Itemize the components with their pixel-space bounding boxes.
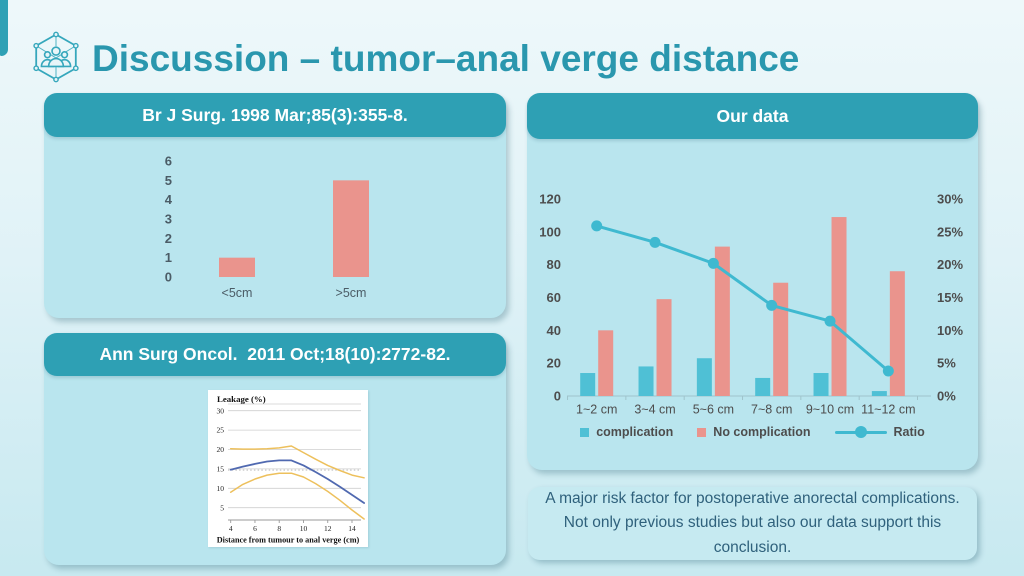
chart-legend: complication No complication Ratio [527,425,978,439]
ratio-point-3~4 cm [649,236,661,248]
chart-text: 5% [937,356,956,371]
chart-text: 6 [165,154,172,169]
ratio-point-9~10 cm [824,315,836,327]
bar-complication-1~2 cm [580,373,596,396]
chart-text: 100 [539,224,561,239]
chart-text: 20 [217,445,225,454]
series-upper-confidence-band [229,445,365,479]
chart-text: 30% [937,192,963,207]
conclusion-line-2: Not only previous studies but also our d… [563,514,942,556]
chart-text: 15% [937,290,963,305]
chart-text: 10 [217,484,225,493]
bar-no-complication-7~8 cm [773,282,789,396]
ratio-point-11~12 cm [882,365,894,377]
page-title: Discussion – tumor–anal verge distance [92,38,800,79]
chart-text: 10% [937,323,963,338]
chart-text: 11~12 cm [861,403,915,417]
chart-text: Distance from tumour to anal verge (cm) [217,536,360,545]
bar-no-complication-3~4 cm [656,299,672,396]
chart-text: 8 [277,524,281,533]
bar-<5cm [219,257,255,277]
bar-complication-9~10 cm [813,373,829,396]
chart-text: 25% [937,224,963,239]
corner-accent-bar [0,0,8,56]
conclusion-line-1: A major risk factor for postoperative an… [545,490,960,508]
no-complication-swatch [697,427,707,437]
chart-text: 3 [165,212,172,227]
chart-text: 120 [539,192,561,207]
chart-text: 4 [229,524,233,533]
ratio-point-5~6 cm [707,257,719,269]
panel-annsurg: Ann Surg Oncol. 2011 Oct;18(10):2772-82.… [44,333,506,565]
ratio-point-7~8 cm [766,299,778,311]
chart-text: <5cm [222,286,253,300]
chart-text: 10 [300,524,308,533]
bar-complication-5~6 cm [696,358,712,396]
panel-ourdata: Our data 0 20 40 60 80 100 120 0% 5% 10% 15% 20% 25%… [527,93,978,470]
chart-text: 1 [165,250,172,265]
chart-text: 0% [937,389,956,404]
chart-text: 20 [547,356,561,371]
bar-no-complication-5~6 cm [714,246,730,396]
chart-text: 7~8 cm [751,403,792,417]
ratio-line-swatch [834,426,887,438]
chart-text: 5 [220,503,224,512]
panel-annsurg-header: Ann Surg Oncol. 2011 Oct;18(10):2772-82. [44,333,506,376]
chart-text: >5cm [336,286,367,300]
series-lower-confidence-band [229,472,365,520]
bar-no-complication-1~2 cm [598,330,614,396]
chart-text: 25 [217,426,225,435]
series-leakage-estimate [229,459,366,504]
chart-text: 3~4 cm [634,403,675,417]
legend-item-ratio: Ratio [834,425,925,439]
leakage-chart-frame: 5 10 15 20 25 30 4 6 8 10 12 14 Leakage (%) Distance … [208,390,368,547]
chart-text: 40 [547,323,561,338]
chart-text: 12 [324,524,332,533]
chart-text: 60 [547,290,561,305]
leakage-line-chart: 5 10 15 20 25 30 4 6 8 10 12 14 Leakage (%) Distance … [217,394,366,545]
conclusion-box: A major risk factor for postoperative an… [528,487,977,560]
bar-complication-7~8 cm [755,377,771,396]
legend-item-complication: complication [580,425,673,439]
panel-brjsurg: Br J Surg. 1998 Mar;85(3):355-8. 0 1 2 3 4 5 6… [44,93,506,318]
complication-swatch [580,427,590,437]
chart-text: 1~2 cm [576,403,617,417]
ratio-line [596,224,890,373]
team-network-icon [33,31,79,83]
chart-text: 5 [165,173,172,188]
legend-label: Ratio [893,425,925,439]
chart-text: 20% [937,257,963,272]
chart-text: 15 [217,465,225,474]
ourdata-combo-chart: 0 20 40 60 80 100 120 0% 5% 10% 15% 20% 25% 30% 1~2 cm… [539,192,963,417]
ratio-point-1~2 cm [591,220,603,232]
chart-text: 9~10 cm [806,403,854,417]
legend-label: No complication [713,425,811,439]
chart-text: 5~6 cm [693,403,734,417]
panel-brjsurg-header: Br J Surg. 1998 Mar;85(3):355-8. [44,93,506,137]
brjsurg-bar-chart: 0 1 2 3 4 5 6 <5cm >5cm [165,154,369,300]
bar->5cm [333,180,369,277]
chart-text: Leakage (%) [217,394,266,404]
legend-item-no-complication: No complication [697,425,811,439]
chart-text: 80 [547,257,561,272]
chart-text: 4 [165,192,173,207]
bar-no-complication-9~10 cm [831,217,847,396]
chart-text: 14 [348,524,356,533]
bar-complication-3~4 cm [638,366,654,396]
bar-complication-11~12 cm [871,391,887,396]
bar-no-complication-11~12 cm [889,271,905,396]
chart-text: 0 [165,270,172,285]
chart-text: 6 [253,524,257,533]
chart-text: 30 [217,406,225,415]
legend-label: complication [596,425,674,439]
chart-text: 2 [165,231,172,246]
panel-ourdata-header: Our data [527,93,978,139]
chart-text: 0 [554,389,561,404]
